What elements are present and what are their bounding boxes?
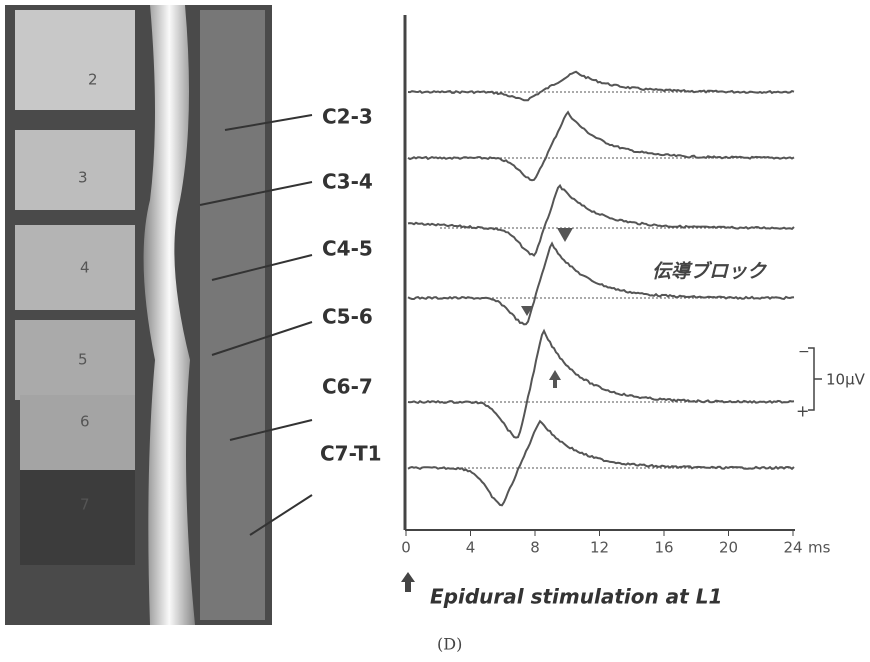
- scale-bar: [808, 347, 822, 411]
- level-label: C2-3: [322, 105, 373, 129]
- x-tick-label: 24: [783, 539, 802, 557]
- scale-label: 10μV: [826, 371, 866, 389]
- x-tick-label: 16: [654, 539, 673, 557]
- x-tick-label: 8: [530, 539, 540, 557]
- x-unit: ms: [808, 539, 831, 557]
- level-label: C6-7: [322, 375, 373, 399]
- arrow-down: [521, 296, 533, 316]
- x-tick-label: 20: [719, 539, 738, 557]
- vertebra-label: 3: [78, 169, 88, 187]
- waveform: [407, 419, 795, 507]
- x-tick-label: 4: [466, 539, 476, 557]
- waveform: [407, 241, 795, 326]
- vertebra-label: 2: [88, 71, 98, 89]
- stimulus-label: Epidural stimulation at L1: [430, 585, 722, 609]
- mri-image: [5, 5, 272, 625]
- waveform: [407, 328, 795, 439]
- block-label: 伝導ブロック: [652, 261, 768, 283]
- vertebra-label: 5: [78, 351, 88, 369]
- stimulus-arrow: [401, 572, 415, 592]
- caption: (D): [437, 635, 462, 654]
- level-label: C3-4: [322, 170, 373, 194]
- vertebra-label: 7: [80, 496, 90, 514]
- level-label: C7-T1: [320, 442, 382, 466]
- waveform: [407, 70, 795, 102]
- vertebra-label: 4: [80, 259, 90, 277]
- waveform: [407, 110, 795, 182]
- scale-minus: −: [798, 344, 810, 360]
- x-tick-label: 0: [401, 539, 411, 557]
- waveform: [407, 183, 795, 257]
- x-tick-label: 12: [590, 539, 609, 557]
- vertebra-label: 6: [80, 413, 90, 431]
- level-label: C5-6: [322, 305, 373, 329]
- arrow-up: [549, 370, 561, 388]
- scale-plus: +: [796, 402, 809, 421]
- pointer-lines: [199, 114, 313, 536]
- block-marker: [557, 228, 573, 242]
- level-label: C4-5: [322, 237, 373, 261]
